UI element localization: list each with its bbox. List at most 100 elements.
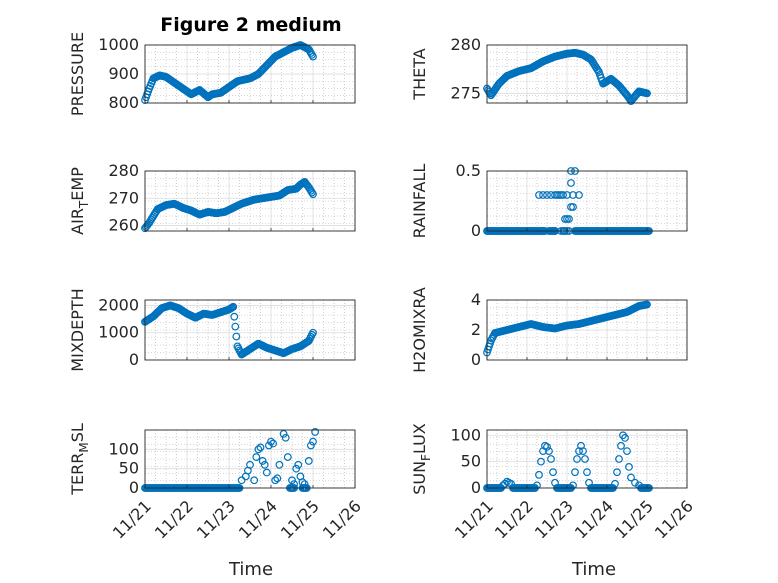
x-tick-label: 11/23 — [531, 496, 577, 542]
data-point — [623, 447, 631, 455]
data-point — [246, 460, 254, 469]
data-point — [625, 463, 633, 471]
data-point — [290, 480, 299, 489]
data-point — [551, 478, 559, 487]
data-point — [309, 52, 317, 61]
y-tick-label: 900 — [108, 64, 139, 83]
x-tick-label: 11/23 — [193, 496, 239, 542]
data-point — [573, 455, 581, 463]
x-tick-label: 11/21 — [451, 496, 497, 542]
figure-title: Figure 2 medium — [160, 14, 341, 36]
x-tick-label: 11/24 — [571, 496, 617, 542]
data-point — [267, 437, 275, 446]
data-point — [583, 468, 591, 477]
data-point — [549, 468, 557, 477]
y-tick-label: 275 — [450, 83, 481, 102]
grid-lines — [486, 429, 688, 489]
y-tick-label: 0 — [471, 221, 481, 240]
data-point — [283, 453, 292, 461]
data-point — [250, 476, 259, 485]
y-tick-label: 1000 — [98, 35, 139, 54]
data-point — [643, 89, 651, 98]
axes-frame — [486, 170, 688, 232]
y-tick-label: 270 — [108, 188, 139, 207]
subplot-pressure: 800 900 1000 PRESSURE — [68, 32, 356, 116]
data-point — [617, 441, 625, 450]
axes-frame — [144, 170, 356, 232]
data-point — [279, 429, 288, 438]
data-point — [507, 479, 515, 488]
axes-frame — [144, 429, 356, 489]
data-point — [571, 468, 579, 477]
data-point — [309, 437, 317, 446]
y-axis-label: PRESSURE — [68, 32, 87, 116]
data-point — [547, 455, 555, 463]
data-point — [262, 468, 271, 477]
y-axis-label: SUNFLUX — [410, 423, 433, 495]
data-point — [643, 300, 651, 309]
data-point — [230, 312, 239, 321]
data-point — [594, 66, 602, 75]
subplot-air-temp: 260 270 280 AIRTEMP — [68, 161, 356, 235]
data-point — [273, 474, 282, 483]
subplot-rainfall: 0 0.5 RAINFALL — [410, 161, 688, 240]
y-tick-label: 2000 — [98, 295, 139, 314]
data-point — [281, 433, 290, 442]
x-tick-label: 11/22 — [151, 496, 197, 542]
y-tick-label: 280 — [108, 161, 139, 180]
data-point — [309, 328, 317, 337]
y-axis-label: AIRTEMP — [68, 167, 91, 235]
data-point — [585, 478, 593, 487]
axes-frame — [144, 299, 356, 361]
data-series-mixdepth — [141, 301, 317, 359]
y-tick-label: 100 — [108, 439, 139, 458]
y-axis-label: TERRMSL — [68, 423, 91, 496]
x-tick-label: 11/26 — [651, 496, 697, 542]
axes-frame — [486, 429, 688, 489]
data-point — [252, 453, 261, 461]
y-axis-label: H2OMIXRA — [410, 287, 429, 373]
data-point — [569, 481, 577, 490]
data-series-h2omixra — [483, 300, 651, 357]
data-point — [260, 460, 269, 469]
data-point — [575, 447, 583, 455]
axes-frame — [486, 299, 688, 361]
data-point — [254, 445, 263, 454]
data-point — [577, 441, 585, 450]
data-point — [292, 464, 301, 473]
subplot-mixdepth: 0 1000 2000 MIXDEPTH — [68, 288, 356, 372]
data-point — [537, 457, 545, 466]
y-tick-label: 50 — [461, 452, 481, 471]
data-point — [539, 191, 547, 199]
data-point — [543, 442, 551, 451]
subplot-h2omixra: 0 2 4 H2OMIXRA — [410, 287, 688, 373]
data-point — [294, 460, 303, 469]
data-point — [611, 479, 619, 488]
data-point — [309, 190, 317, 199]
x-tick-label: 11/24 — [235, 496, 281, 542]
data-point — [258, 457, 267, 465]
y-axis-label: MIXDEPTH — [68, 288, 87, 371]
data-point — [300, 480, 309, 489]
data-point — [307, 441, 315, 450]
data-point — [265, 441, 273, 450]
data-point — [579, 447, 587, 455]
data-point — [533, 481, 541, 490]
data-point — [635, 481, 643, 490]
data-point — [565, 215, 573, 223]
y-tick-label: 280 — [450, 35, 481, 54]
axes-frame — [486, 44, 688, 104]
data-point — [229, 302, 238, 311]
x-axis-label-left: Time — [228, 559, 273, 580]
data-series-air-temp — [141, 178, 317, 233]
data-point — [627, 473, 635, 482]
x-axis-label-right: Time — [571, 559, 616, 580]
data-point — [231, 322, 240, 331]
data-point — [575, 191, 583, 199]
data-point — [581, 455, 589, 463]
x-tick-label: 11/25 — [611, 496, 657, 542]
data-point — [535, 191, 543, 199]
